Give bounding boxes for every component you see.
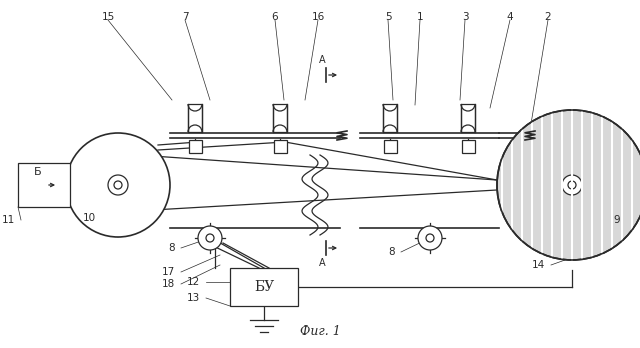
Text: 12: 12 xyxy=(187,277,200,287)
Text: 8: 8 xyxy=(388,247,395,257)
Text: 13: 13 xyxy=(187,293,200,303)
Bar xyxy=(188,104,202,132)
Text: 14: 14 xyxy=(532,260,545,270)
Text: 15: 15 xyxy=(101,12,115,22)
Text: 1: 1 xyxy=(417,12,423,22)
Text: 9: 9 xyxy=(613,215,620,225)
Text: А: А xyxy=(319,55,325,65)
Bar xyxy=(461,104,475,132)
Circle shape xyxy=(66,133,170,237)
Text: Фиг. 1: Фиг. 1 xyxy=(300,325,340,338)
Bar xyxy=(273,104,287,132)
Bar xyxy=(462,140,475,153)
Text: 8: 8 xyxy=(168,243,175,253)
Bar xyxy=(189,140,202,153)
Circle shape xyxy=(562,175,582,195)
Text: 3: 3 xyxy=(461,12,468,22)
Text: 11: 11 xyxy=(2,215,15,225)
Text: 7: 7 xyxy=(182,12,188,22)
Circle shape xyxy=(114,181,122,189)
Bar xyxy=(18,163,70,207)
Bar xyxy=(274,140,287,153)
Text: А: А xyxy=(319,258,325,268)
Bar xyxy=(384,140,397,153)
Text: 17: 17 xyxy=(162,267,175,277)
Text: 2: 2 xyxy=(545,12,551,22)
Circle shape xyxy=(418,226,442,250)
Text: 18: 18 xyxy=(162,279,175,289)
Circle shape xyxy=(568,181,576,189)
Circle shape xyxy=(108,175,128,195)
Text: БУ: БУ xyxy=(254,280,274,294)
Circle shape xyxy=(198,226,222,250)
Bar xyxy=(383,104,397,132)
Text: 5: 5 xyxy=(385,12,391,22)
Text: 4: 4 xyxy=(507,12,513,22)
Circle shape xyxy=(206,234,214,242)
Bar xyxy=(230,268,298,306)
Text: 16: 16 xyxy=(312,12,324,22)
Text: 6: 6 xyxy=(272,12,278,22)
Circle shape xyxy=(497,110,640,260)
Text: 10: 10 xyxy=(83,213,96,223)
Text: Б: Б xyxy=(34,167,42,177)
Circle shape xyxy=(426,234,434,242)
